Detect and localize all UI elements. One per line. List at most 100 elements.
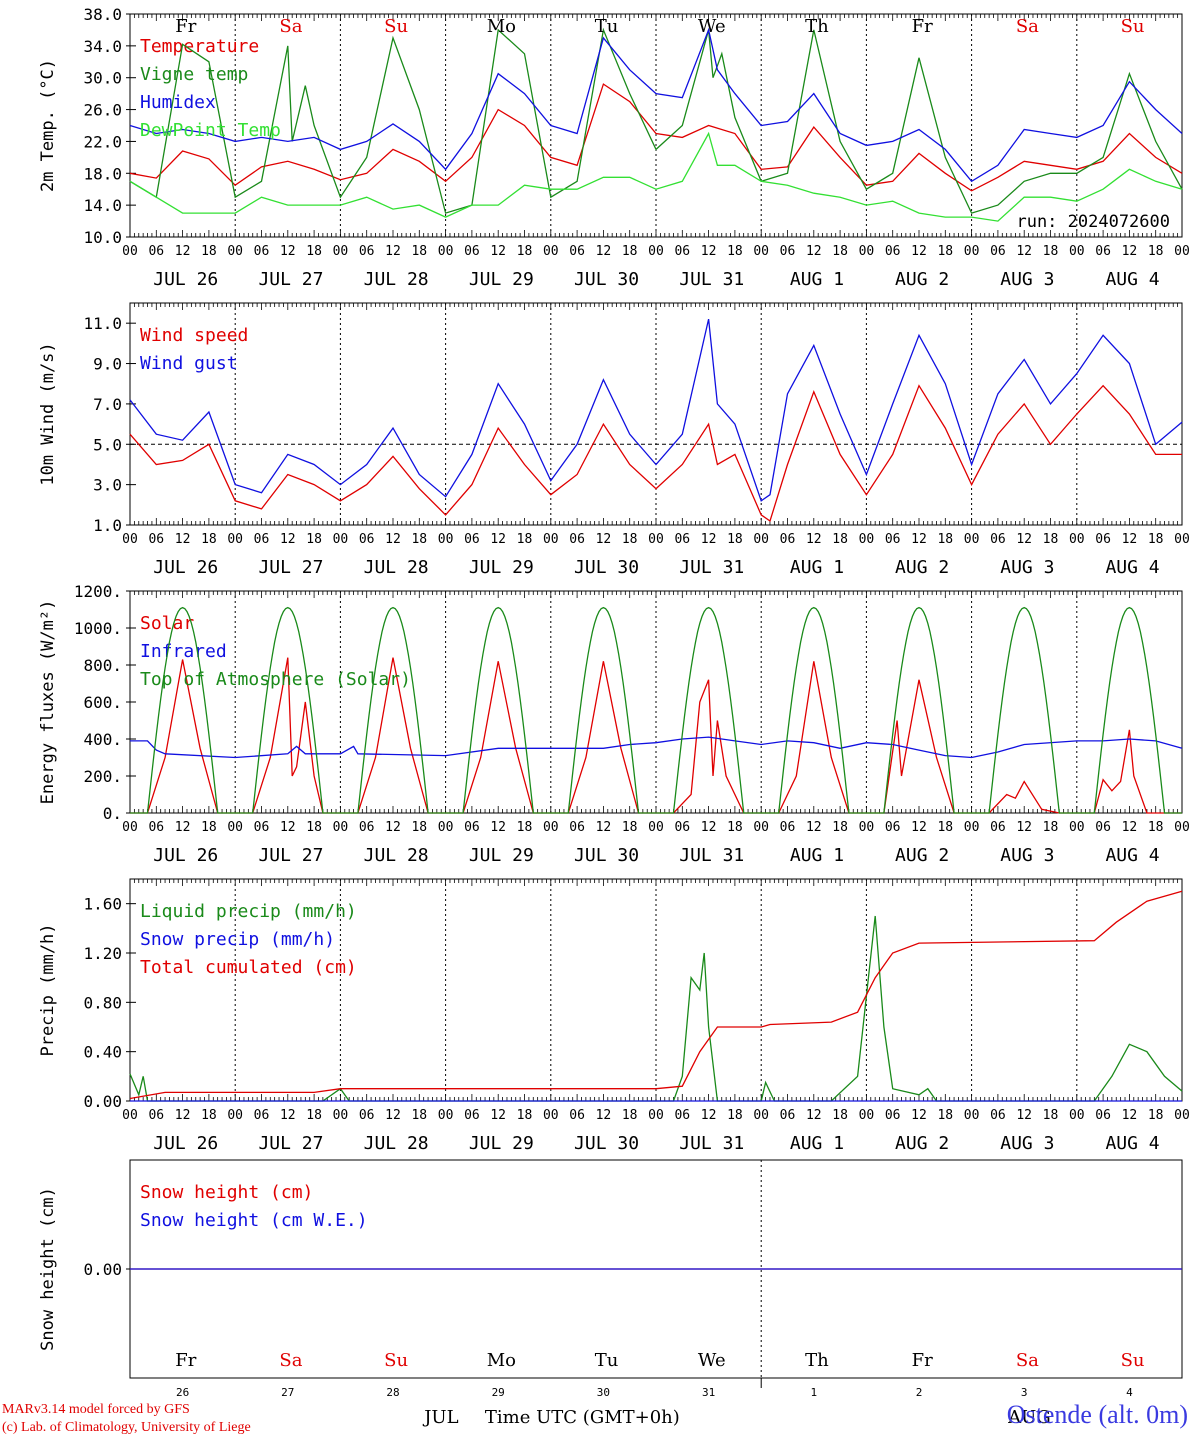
hour-tick-label: 06 xyxy=(148,244,164,259)
hour-tick-label: 12 xyxy=(1122,532,1138,547)
hour-tick-label: 18 xyxy=(727,532,743,547)
hour-tick-label: 00 xyxy=(543,532,559,547)
weekday-label: Sa xyxy=(279,1350,302,1371)
date-label: JUL 28 xyxy=(364,845,429,866)
y-axis-label: 10m Wind (m/s) xyxy=(38,342,58,485)
hour-tick-label: 00 xyxy=(859,820,875,835)
y-tick-label: 0.00 xyxy=(83,1260,122,1279)
date-label: JUL 30 xyxy=(574,269,639,290)
hour-tick-label: 12 xyxy=(385,820,401,835)
y-tick-label: 0.00 xyxy=(83,1092,122,1111)
hour-tick-label: 12 xyxy=(175,820,191,835)
hour-tick-label: 00 xyxy=(648,244,664,259)
hour-tick-label: 06 xyxy=(780,532,796,547)
panel-0: 10.0 14.0 18.0 22.0 26.0 30.0 34.0 38.0 2m Temp.… xyxy=(38,5,1190,290)
legend-entry: Vigne temp xyxy=(140,64,248,85)
hour-tick-label: 00 xyxy=(122,532,138,547)
date-label: JUL 26 xyxy=(153,1133,218,1154)
hour-tick-label: 18 xyxy=(517,532,533,547)
hour-tick-label: 06 xyxy=(464,820,480,835)
hour-tick-label: 06 xyxy=(885,532,901,547)
date-label: AUG 4 xyxy=(1105,845,1159,866)
hour-tick-label: 00 xyxy=(543,820,559,835)
legend-entry: Snow height (cm W.E.) xyxy=(140,1210,368,1231)
hour-tick-label: 00 xyxy=(753,820,769,835)
date-number: 31 xyxy=(702,1386,715,1399)
legend-entry: Wind speed xyxy=(140,325,248,346)
legend-entry: Snow precip (mm/h) xyxy=(140,929,335,950)
weekday-label: Fr xyxy=(175,1350,196,1371)
hour-tick-label: 12 xyxy=(1016,1108,1032,1123)
hour-tick-label: 06 xyxy=(885,244,901,259)
hour-tick-label: 18 xyxy=(937,532,953,547)
legend-entry: Infrared xyxy=(140,641,227,662)
hour-tick-label: 06 xyxy=(990,532,1006,547)
y-tick-label: 11.0 xyxy=(83,314,122,333)
date-number: 28 xyxy=(386,1386,399,1399)
weekday-label: Su xyxy=(1121,16,1145,37)
date-label: JUL 27 xyxy=(258,845,323,866)
weekday-label: Th xyxy=(805,1350,829,1371)
lab-credit: (c) Lab. of Climatology, University of L… xyxy=(2,1420,251,1435)
hour-tick-label: 00 xyxy=(859,1108,875,1123)
y-tick-label: 5.0 xyxy=(93,435,122,454)
hour-tick-label: 12 xyxy=(175,1108,191,1123)
hour-tick-label: 18 xyxy=(306,820,322,835)
y-tick-label: 18.0 xyxy=(83,164,122,183)
date-label: AUG 2 xyxy=(895,557,949,578)
y-axis-label: Energy fluxes (W/m²) xyxy=(38,600,58,805)
hour-tick-label: 18 xyxy=(306,532,322,547)
hour-tick-label: 12 xyxy=(596,820,612,835)
date-label: AUG 3 xyxy=(1000,269,1054,290)
date-number: 3 xyxy=(1021,1386,1028,1399)
y-tick-label: 1.20 xyxy=(83,944,122,963)
y-tick-label: 800. xyxy=(83,656,122,675)
hour-tick-label: 00 xyxy=(1174,1108,1190,1123)
hour-tick-label: 06 xyxy=(254,532,270,547)
hour-tick-label: 00 xyxy=(438,532,454,547)
date-label: AUG 1 xyxy=(790,845,844,866)
hour-tick-label: 12 xyxy=(490,532,506,547)
series-line-solar xyxy=(130,657,1182,814)
hour-tick-label: 00 xyxy=(333,532,349,547)
hour-tick-label: 12 xyxy=(806,820,822,835)
hour-tick-label: 12 xyxy=(806,244,822,259)
hour-tick-label: 12 xyxy=(1122,1108,1138,1123)
date-label: JUL 27 xyxy=(258,269,323,290)
date-label: JUL 26 xyxy=(153,845,218,866)
hour-tick-label: 00 xyxy=(333,820,349,835)
date-label: AUG 3 xyxy=(1000,1133,1054,1154)
date-label: AUG 3 xyxy=(1000,845,1054,866)
series-line-wind-speed xyxy=(129,384,1182,523)
date-number: 1 xyxy=(810,1386,817,1399)
hour-tick-label: 00 xyxy=(438,1108,454,1123)
hour-tick-label: 12 xyxy=(385,532,401,547)
series-line-humidex xyxy=(129,27,1183,183)
hour-tick-label: 06 xyxy=(990,820,1006,835)
date-label: JUL 29 xyxy=(469,269,534,290)
date-label: JUL 31 xyxy=(679,845,744,866)
hour-tick-label: 06 xyxy=(569,532,585,547)
panel-2: 0. 200. 400. 600. 800. 1000. 1200. Energy fluxe… xyxy=(38,582,1190,866)
legend-entry: Liquid precip (mm/h) xyxy=(140,901,357,922)
hour-tick-label: 12 xyxy=(911,532,927,547)
hour-tick-label: 00 xyxy=(964,1108,980,1123)
hour-tick-label: 00 xyxy=(1069,820,1085,835)
weekday-label: Sa xyxy=(1016,1350,1039,1371)
hour-tick-label: 06 xyxy=(464,532,480,547)
hour-tick-label: 18 xyxy=(622,244,638,259)
hour-tick-label: 00 xyxy=(227,820,243,835)
date-label: JUL 28 xyxy=(364,269,429,290)
hour-tick-label: 18 xyxy=(937,244,953,259)
date-number: 2 xyxy=(916,1386,923,1399)
weekday-label: Sa xyxy=(1016,16,1039,37)
hour-tick-label: 00 xyxy=(648,1108,664,1123)
panel-3: 0.00 0.40 0.80 1.20 1.60 Precip (mm/h) Liquid … xyxy=(38,878,1190,1154)
weekday-label: Fr xyxy=(175,16,196,37)
date-label: JUL 28 xyxy=(364,1133,429,1154)
legend-entry: Temperature xyxy=(140,36,259,57)
hour-tick-label: 06 xyxy=(885,820,901,835)
weekday-label: Su xyxy=(1121,1350,1145,1371)
hour-tick-label: 12 xyxy=(806,1108,822,1123)
hour-tick-label: 00 xyxy=(964,820,980,835)
